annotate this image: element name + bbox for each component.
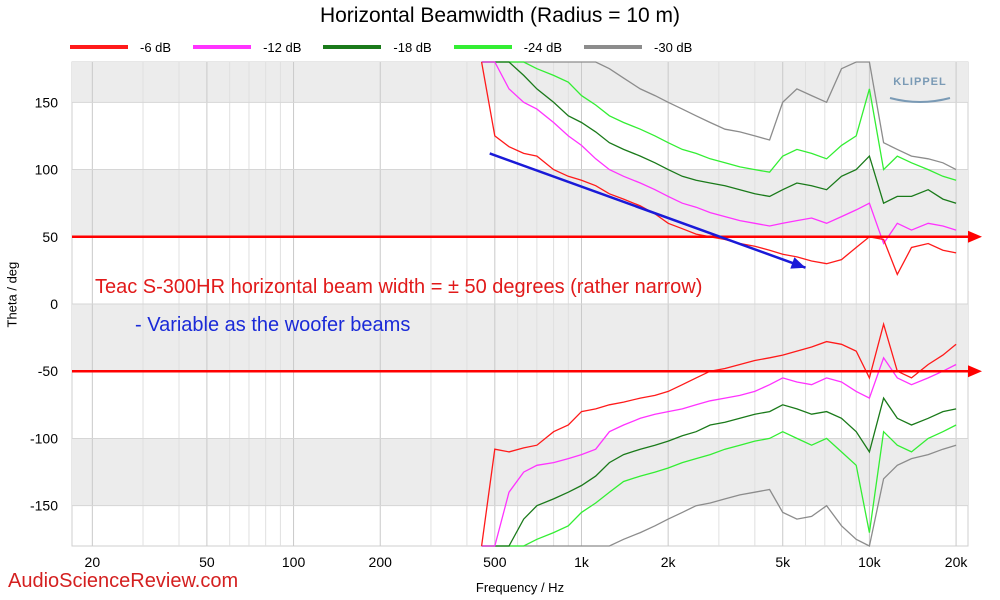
y-tick-label: 0: [50, 296, 58, 312]
legend-item-18db: -18 dB: [323, 39, 432, 55]
legend-swatch: [193, 45, 252, 49]
annotation-beam-width: Teac S-300HR horizontal beam width = ± 5…: [95, 276, 703, 298]
series-line-upper: [481, 61, 957, 171]
series-line-upper: [481, 61, 957, 181]
x-tick-label: 10k: [858, 554, 882, 570]
legend-label: -18 dB: [393, 39, 432, 55]
y-tick-label: 100: [35, 162, 59, 178]
klippel-logo-text: KLIPPEL: [893, 76, 947, 88]
legend-item-30db: -30 dB: [584, 40, 692, 55]
x-tick-label: 2k: [661, 554, 677, 570]
legend-label: -12 dB: [263, 39, 302, 55]
x-tick-label: 50: [199, 554, 215, 570]
x-tick-label: 5k: [775, 554, 791, 570]
series-line-lower: [480, 321, 957, 547]
series-line-upper: [481, 61, 957, 205]
klippel-logo: KLIPPEL: [880, 76, 960, 104]
y-tick-label: 50: [42, 229, 58, 245]
x-tick-label: 20: [85, 554, 101, 570]
x-tick-label: 500: [483, 554, 507, 570]
legend-swatch: [453, 45, 512, 49]
trend-arrow-head: [790, 257, 806, 269]
legend-label: -6 dB: [140, 39, 172, 55]
chart-title: Horizontal Beamwidth (Radius = 10 m): [319, 4, 681, 27]
legend-item-12db: -12 dB: [193, 40, 301, 55]
legend-label: -24 dB: [523, 39, 563, 55]
x-tick-label: 200: [369, 554, 393, 570]
y-tick-label: 150: [35, 94, 59, 110]
legend-swatch: [584, 45, 643, 49]
x-axis-label: Frequency / Hz: [475, 580, 565, 595]
trend-arrow-line: [489, 152, 806, 269]
y-axis-label: Theta / deg: [4, 261, 20, 328]
series-line-lower: [481, 424, 957, 547]
legend-item-6db: -6 dB: [70, 40, 171, 55]
legend: -6 dB -12 dB -18 dB -24 dB -30 dB: [70, 37, 714, 57]
y-tick-label: -100: [30, 430, 58, 446]
series-line-lower: [481, 444, 957, 547]
series-line-lower: [481, 396, 957, 547]
grid-band: [72, 62, 968, 103]
annotation-woofer-beams: - Variable as the woofer beams: [135, 314, 411, 336]
legend-label: -30 dB: [654, 39, 693, 55]
legend-item-24db: -24 dB: [453, 39, 563, 55]
x-tick-label: 100: [282, 554, 306, 570]
reference-line-arrowhead: [968, 365, 982, 378]
watermark: AudioScienceReview.com: [8, 570, 239, 592]
series-line-upper: [481, 61, 957, 245]
series-line-upper: [480, 61, 957, 276]
grid-band: [72, 304, 968, 372]
reference-line-arrowhead: [968, 230, 982, 243]
series-group: [480, 61, 957, 547]
y-tick-label: -150: [30, 498, 58, 514]
x-tick-label: 20k: [945, 554, 969, 570]
grid-band: [72, 438, 968, 506]
klippel-logo-arc: [889, 97, 951, 103]
x-tick-label: 1k: [574, 554, 590, 570]
y-tick-label: -50: [38, 363, 58, 379]
legend-swatch: [323, 45, 382, 49]
grid-band: [72, 169, 968, 237]
series-line-lower: [481, 356, 957, 547]
legend-swatch: [70, 45, 128, 49]
